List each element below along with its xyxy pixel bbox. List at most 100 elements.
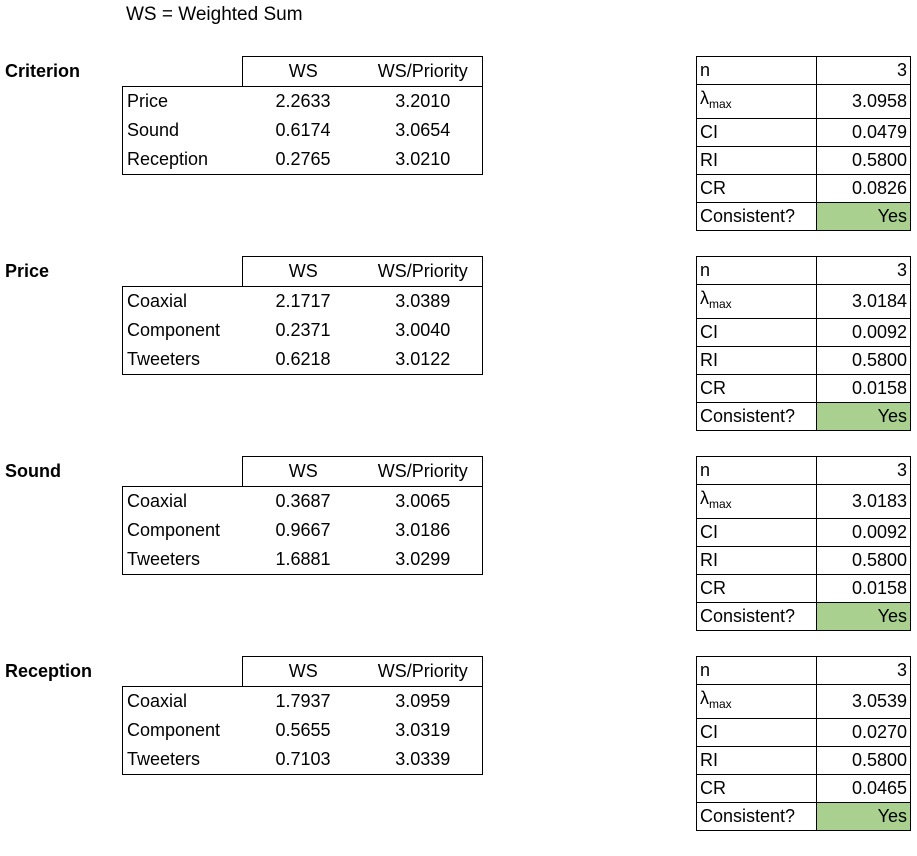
stat-label: n (696, 456, 817, 485)
section-title: Reception (5, 661, 93, 681)
stat-label: Consistent? (696, 202, 817, 231)
stat-label: Consistent? (696, 802, 817, 831)
table-row: Coaxial 2.1717 3.0389 (122, 286, 483, 316)
consistent-badge: Yes (816, 802, 911, 831)
stat-value: 0.5800 (816, 546, 911, 575)
stat-label: RI (696, 346, 817, 375)
ws-table: WS WS/Priority Coaxial 1.7937 3.0959 Com… (122, 656, 483, 775)
ws-table: WS WS/Priority Coaxial 2.1717 3.0389 Com… (122, 256, 483, 375)
ws-table: WS WS/Priority Coaxial 0.3687 3.0065 Com… (122, 456, 483, 575)
stat-row-ci: CI 0.0092 (696, 518, 911, 547)
row-label: Component (122, 716, 243, 745)
ws-priority-value: 3.0339 (363, 745, 483, 775)
ws-priority-value: 3.0186 (363, 516, 483, 545)
section-reception: Reception WS WS/Priority Coaxial 1.7937 … (0, 656, 917, 856)
row-label: Component (122, 316, 243, 345)
ws-table: WS WS/Priority Price 2.2633 3.2010 Sound… (122, 56, 483, 175)
ws-value: 0.6174 (275, 120, 331, 140)
ws-priority-value: 3.0122 (363, 345, 483, 375)
stat-row-ci: CI 0.0270 (696, 718, 911, 747)
stat-label: CI (696, 718, 817, 747)
row-label: Tweeters (122, 345, 243, 375)
stat-value: 0.0158 (816, 374, 911, 403)
lambda-subscript: max (709, 97, 732, 111)
table-row: Coaxial 1.7937 3.0959 (122, 686, 483, 716)
ws-value: 0.9667 (275, 520, 331, 540)
stat-value: 3.0958 (816, 84, 911, 119)
stat-row-n: n 3 (696, 456, 911, 485)
ws-priority-value: 3.0040 (363, 316, 483, 345)
stat-row-consistent: Consistent? Yes (696, 602, 911, 631)
stat-row-consistent: Consistent? Yes (696, 202, 911, 231)
stat-value: 0.0092 (816, 318, 911, 347)
stat-value: 3 (816, 456, 911, 485)
column-header-ws: WS (242, 56, 364, 87)
row-label: Reception (122, 145, 243, 175)
section-price: Price WS WS/Priority Coaxial 2.1717 3.03… (0, 256, 917, 456)
ws-value: 0.7103 (242, 745, 364, 775)
lambda-symbol: λ (700, 488, 709, 508)
stat-row-lambda-max: λmax 3.0183 (696, 484, 911, 519)
ws-priority-value: 3.0389 (363, 286, 483, 316)
column-header-ws-priority: WS/Priority (363, 56, 483, 87)
row-label: Price (122, 86, 243, 116)
stat-value: 0.0158 (816, 574, 911, 603)
stat-row-ri: RI 0.5800 (696, 146, 911, 175)
stat-value: 0.0465 (816, 774, 911, 803)
stat-value: 3.0184 (816, 284, 911, 319)
ws-value: 2.1717 (275, 291, 331, 311)
stat-label: λmax (696, 84, 817, 119)
stat-row-consistent: Consistent? Yes (696, 802, 911, 831)
stat-value: 0.5800 (816, 746, 911, 775)
stat-value: 0.0092 (816, 518, 911, 547)
ws-value: 2.2633 (275, 91, 331, 111)
stat-value: 0.0270 (816, 718, 911, 747)
consistency-table: n 3 λmax 3.0958 CI 0.0479 RI 0.5800 CR 0… (696, 56, 911, 231)
stat-row-ri: RI 0.5800 (696, 746, 911, 775)
row-label: Coaxial (122, 486, 243, 516)
ws-priority-value: 3.0299 (363, 545, 483, 575)
ws-value: 0.3687 (275, 491, 331, 511)
table-row: Price 2.2633 3.2010 (122, 86, 483, 116)
stat-row-consistent: Consistent? Yes (696, 402, 911, 431)
lambda-subscript: max (709, 297, 732, 311)
stat-label: n (696, 656, 817, 685)
table-row: Sound 0.6174 3.0654 (122, 116, 483, 145)
stat-label: RI (696, 746, 817, 775)
ws-priority-value: 3.2010 (363, 86, 483, 116)
stat-label: λmax (696, 684, 817, 719)
consistent-badge: Yes (816, 402, 911, 431)
stat-label: CI (696, 318, 817, 347)
stat-row-ci: CI 0.0092 (696, 318, 911, 347)
stat-label: Consistent? (696, 402, 817, 431)
stat-row-lambda-max: λmax 3.0958 (696, 84, 911, 119)
stat-value: 3 (816, 256, 911, 285)
row-label: Tweeters (122, 745, 243, 775)
table-row: Component 0.5655 3.0319 (122, 716, 483, 745)
ws-priority-value: 3.0065 (363, 486, 483, 516)
column-header-ws-priority: WS/Priority (363, 656, 483, 687)
table-row: Tweeters 0.7103 3.0339 (122, 745, 483, 775)
stat-label: RI (696, 146, 817, 175)
column-header-ws-priority: WS/Priority (363, 456, 483, 487)
consistency-table: n 3 λmax 3.0183 CI 0.0092 RI 0.5800 CR 0… (696, 456, 911, 631)
ws-value: 1.6881 (242, 545, 364, 575)
stat-label: RI (696, 546, 817, 575)
column-header-ws: WS (242, 256, 364, 287)
lambda-symbol: λ (700, 688, 709, 708)
row-label: Coaxial (122, 286, 243, 316)
row-label: Coaxial (122, 686, 243, 716)
stat-row-cr: CR 0.0158 (696, 574, 911, 603)
table-row: Tweeters 1.6881 3.0299 (122, 545, 483, 575)
stat-label: CR (696, 374, 817, 403)
stat-row-ri: RI 0.5800 (696, 346, 911, 375)
consistent-badge: Yes (816, 202, 911, 231)
table-row: Reception 0.2765 3.0210 (122, 145, 483, 175)
ws-value: 0.5655 (275, 720, 331, 740)
header-note: WS = Weighted Sum (126, 4, 303, 25)
stat-value: 0.5800 (816, 146, 911, 175)
lambda-symbol: λ (700, 88, 709, 108)
table-row: Tweeters 0.6218 3.0122 (122, 345, 483, 375)
column-header-ws-priority: WS/Priority (363, 256, 483, 287)
stat-value: 3.0183 (816, 484, 911, 519)
